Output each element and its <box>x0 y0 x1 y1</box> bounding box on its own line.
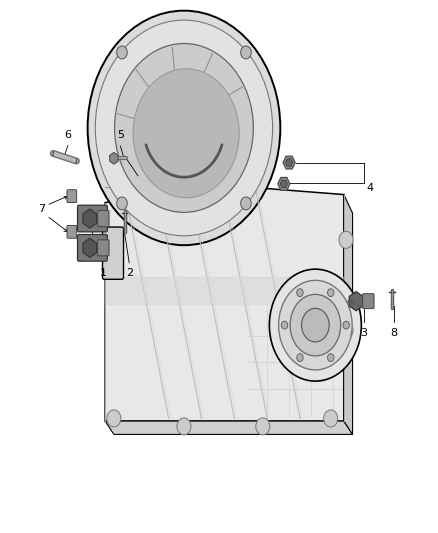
Polygon shape <box>83 238 97 257</box>
Circle shape <box>117 197 127 210</box>
Circle shape <box>269 269 361 381</box>
Circle shape <box>88 11 280 245</box>
Circle shape <box>339 322 353 339</box>
Circle shape <box>297 289 303 296</box>
Circle shape <box>240 197 251 210</box>
Circle shape <box>339 231 353 248</box>
FancyBboxPatch shape <box>78 205 107 232</box>
Text: 8: 8 <box>391 328 398 338</box>
Circle shape <box>240 46 251 59</box>
Circle shape <box>117 46 127 59</box>
Polygon shape <box>349 292 363 311</box>
FancyBboxPatch shape <box>78 235 107 261</box>
Text: 3: 3 <box>360 328 367 338</box>
Circle shape <box>301 308 329 342</box>
Polygon shape <box>286 159 293 166</box>
Text: 2: 2 <box>126 268 133 278</box>
Circle shape <box>297 354 303 361</box>
Text: 6: 6 <box>64 130 71 140</box>
Circle shape <box>115 44 253 212</box>
Circle shape <box>95 20 272 236</box>
Circle shape <box>281 321 288 329</box>
FancyBboxPatch shape <box>98 240 109 256</box>
Circle shape <box>343 321 350 329</box>
Polygon shape <box>105 421 353 434</box>
FancyBboxPatch shape <box>102 227 124 279</box>
FancyBboxPatch shape <box>67 225 77 238</box>
Polygon shape <box>283 156 295 169</box>
Text: 7: 7 <box>38 204 45 214</box>
FancyBboxPatch shape <box>98 211 109 227</box>
Polygon shape <box>344 195 353 434</box>
Polygon shape <box>278 177 290 190</box>
Circle shape <box>328 289 334 296</box>
Circle shape <box>324 410 338 427</box>
Circle shape <box>279 280 352 370</box>
Text: 4: 4 <box>367 183 374 192</box>
FancyBboxPatch shape <box>67 190 77 203</box>
Circle shape <box>107 410 121 427</box>
Polygon shape <box>280 180 287 188</box>
Polygon shape <box>105 187 344 421</box>
Text: 5: 5 <box>117 130 124 140</box>
Circle shape <box>328 354 334 361</box>
Polygon shape <box>110 152 118 164</box>
Text: 1: 1 <box>99 268 106 278</box>
Circle shape <box>256 418 270 435</box>
Circle shape <box>290 294 341 356</box>
Circle shape <box>133 69 239 198</box>
Polygon shape <box>83 209 97 228</box>
FancyBboxPatch shape <box>363 294 374 309</box>
Circle shape <box>177 418 191 435</box>
